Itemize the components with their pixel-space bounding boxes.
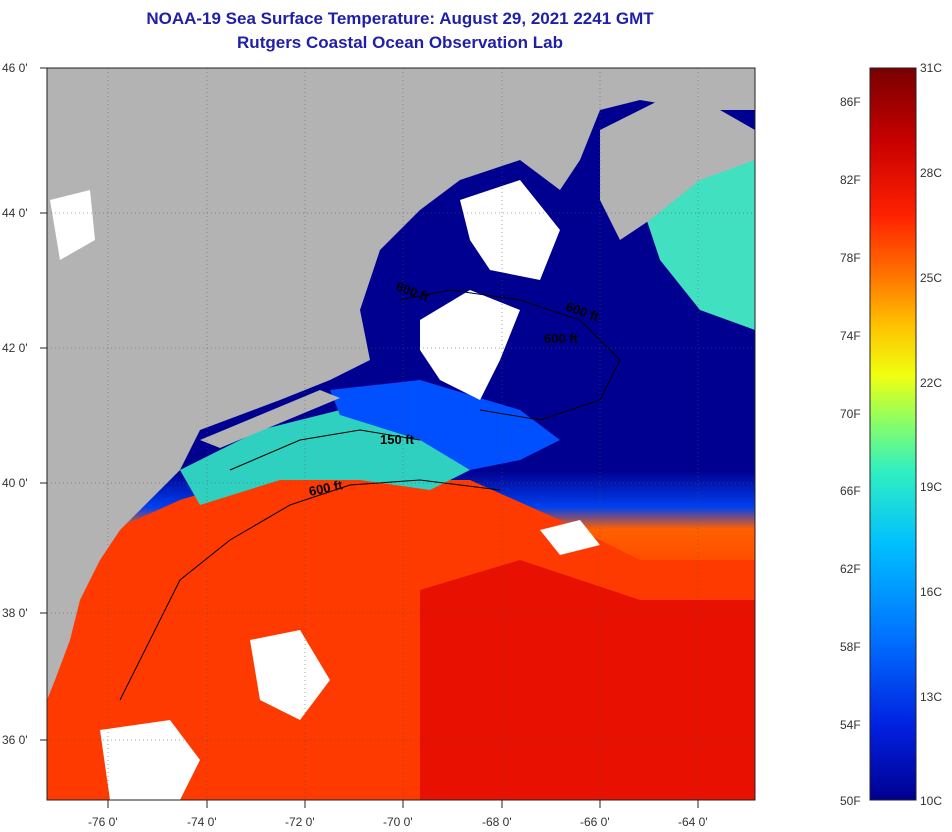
cloud-east [540, 520, 600, 555]
shelf-water-blue [330, 380, 560, 470]
colorbar-fahrenheit-label: 66F [840, 484, 861, 498]
lon-label: -74 0' [187, 815, 217, 829]
contour-600ft-shelf [119, 479, 501, 701]
lat-label: 46 0' [2, 61, 28, 75]
contour-150ft-shelf [229, 429, 421, 471]
colorbar-fahrenheit-label: 86F [840, 95, 861, 109]
cloud-maine [460, 180, 560, 280]
contour-label: 150 ft [380, 432, 415, 447]
lat-ticks [40, 67, 699, 808]
contour-label: 600 ft [308, 477, 345, 499]
cloud-gulf-of-maine [420, 290, 520, 400]
land-mass [47, 68, 755, 700]
colorbar-fahrenheit-label: 74F [840, 329, 861, 343]
map-subtitle: Rutgers Coastal Ocean Observation Lab [237, 33, 563, 52]
colorbar-fahrenheit-label: 54F [840, 718, 861, 732]
colorbar-fahrenheit-label: 78F [840, 251, 861, 265]
colorbar-fahrenheit-label: 62F [840, 562, 861, 576]
contour-label: 600 ft [544, 331, 579, 346]
colorbar-fahrenheit-label: 50F [840, 794, 861, 808]
map-title: NOAA-19 Sea Surface Temperature: August … [146, 9, 654, 28]
lat-label: 42 0' [2, 341, 28, 355]
colorbar [869, 67, 917, 801]
lon-label: -64 0' [678, 815, 708, 829]
colorbar-fahrenheit-label: 58F [840, 640, 861, 654]
lon-label: -72 0' [285, 815, 315, 829]
colorbar-celsius-label: 16C [920, 585, 942, 599]
nova-scotia [600, 100, 755, 240]
lat-label: 40 0' [2, 476, 28, 490]
lon-label: -76 0' [88, 815, 118, 829]
colorbar-celsius-label: 25C [920, 271, 942, 285]
lat-label: 38 0' [2, 606, 28, 620]
colorbar-fahrenheit-label: 70F [840, 407, 861, 421]
colorbar-celsius-label: 10C [920, 794, 942, 808]
colorbar-celsius-label: 28C [920, 166, 942, 180]
lat-label: 36 0' [2, 733, 28, 747]
colorbar-fahrenheit-label: 82F [840, 173, 861, 187]
lon-label: -68 0' [482, 815, 512, 829]
lat-label: 44 0' [2, 206, 28, 220]
colorbar-celsius-label: 13C [920, 690, 942, 704]
map-frame [46, 67, 756, 801]
colorbar-celsius-label: 31C [920, 61, 942, 75]
lon-label: -66 0' [580, 815, 610, 829]
colorbar-celsius-label: 22C [920, 376, 942, 390]
lon-label: -70 0' [383, 815, 413, 829]
colorbar-celsius-label: 19C [920, 480, 942, 494]
cloud-south-1 [250, 630, 330, 720]
cloud-west-ny [50, 190, 95, 260]
